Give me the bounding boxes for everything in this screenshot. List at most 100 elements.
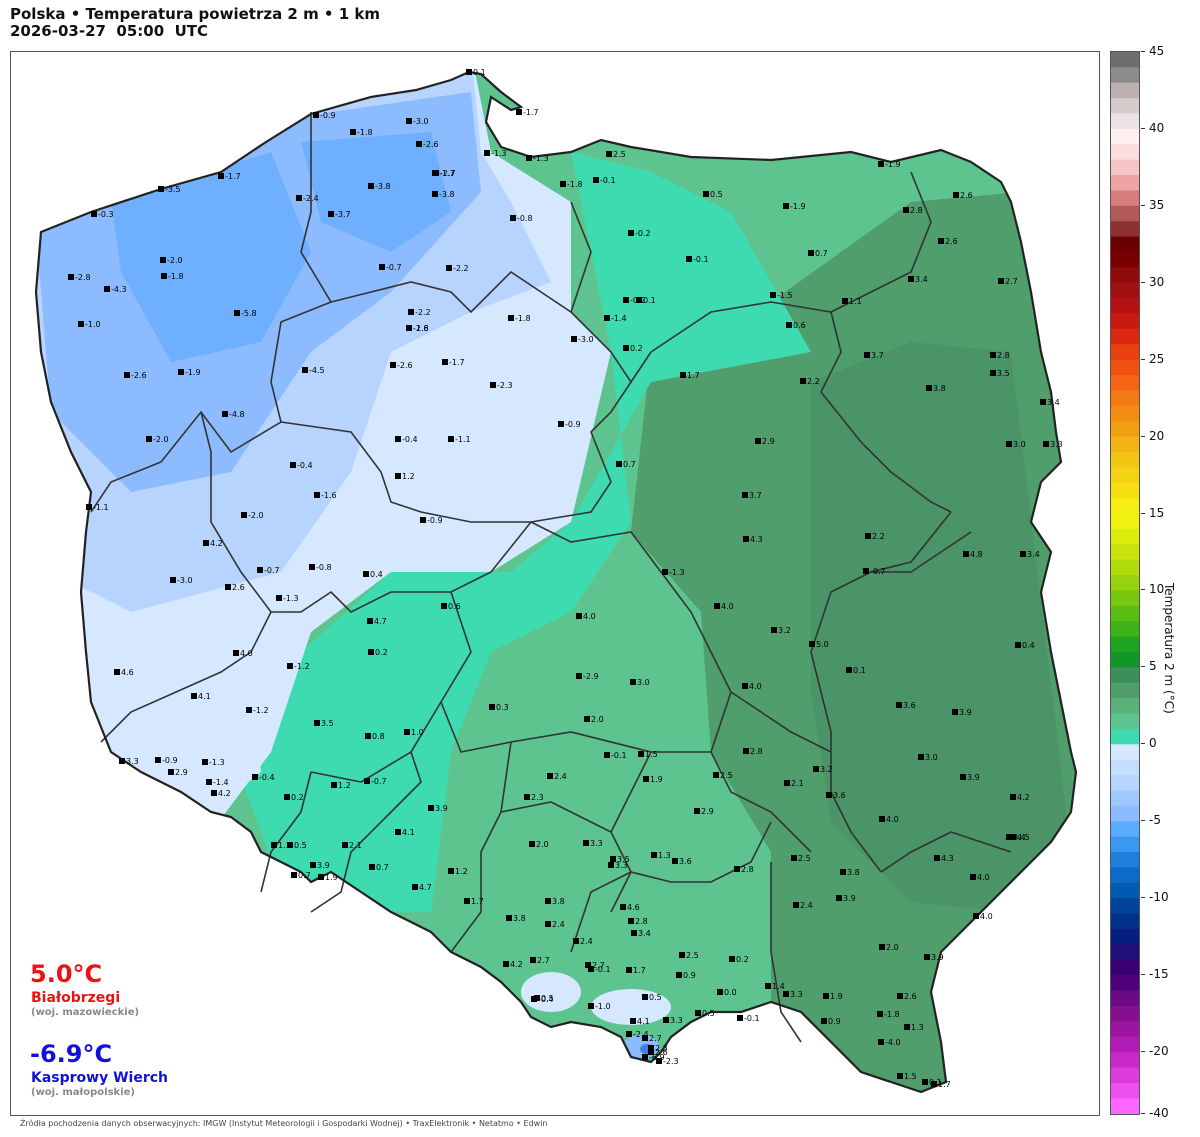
station-marker: -1.9 — [783, 202, 806, 211]
station-marker: 2.8 — [903, 206, 923, 215]
station-dot — [903, 207, 909, 213]
station-temperature-label: 3.3 — [1050, 440, 1063, 449]
station-marker: 2.3 — [648, 1044, 668, 1053]
station-marker: 0.1 — [846, 666, 866, 675]
station-dot — [489, 704, 495, 710]
colorbar-band — [1111, 867, 1139, 884]
station-dot — [938, 238, 944, 244]
station-dot — [516, 109, 522, 115]
station-marker: -1.0 — [588, 1002, 611, 1011]
station-dot — [616, 461, 622, 467]
station-temperature-label: 0.5 — [702, 1009, 715, 1018]
colorbar-tick-label: 5 — [1141, 660, 1157, 672]
station-marker: 3.0 — [918, 753, 938, 762]
station-temperature-label: -3.8 — [439, 190, 455, 199]
colorbar-band — [1111, 544, 1139, 561]
station-temperature-label: 0.9 — [683, 971, 696, 980]
station-marker: -2.0 — [241, 511, 264, 520]
station-dot — [865, 533, 871, 539]
station-marker: -2.4 — [626, 1030, 649, 1039]
colorbar-band — [1111, 236, 1139, 253]
map-title: Polska • Temperatura powietrza 2 m • 1 k… — [10, 6, 380, 40]
station-marker: 2.3 — [524, 793, 544, 802]
station-marker: -1.8 — [508, 314, 531, 323]
station-temperature-label: 2.8 — [741, 865, 754, 874]
station-temperature-label: -0.9 — [427, 516, 443, 525]
station-marker: -0.7 — [364, 777, 387, 786]
station-dot — [784, 780, 790, 786]
station-marker: 0.1 — [636, 296, 656, 305]
station-marker: 2.6 — [953, 191, 973, 200]
station-temperature-label: 2.5 — [720, 771, 733, 780]
station-dot — [648, 1045, 654, 1051]
station-marker: 3.9 — [960, 773, 980, 782]
station-temperature-label: -0.1 — [744, 1014, 760, 1023]
station-marker: 3.9 — [836, 894, 856, 903]
station-temperature-label: 3.6 — [903, 701, 916, 710]
station-marker: 0.4 — [1015, 641, 1035, 650]
colorbar-band — [1111, 359, 1139, 376]
colorbar-band — [1111, 805, 1139, 822]
station-marker: -2.6 — [416, 140, 439, 149]
station-marker: 1.9 — [643, 775, 663, 784]
station-temperature-label: 3.4 — [1047, 398, 1060, 407]
station-temperature-label: 0.2 — [375, 648, 388, 657]
station-temperature-label: 4.7 — [374, 617, 387, 626]
station-temperature-label: 0.2 — [291, 793, 304, 802]
station-marker: -0.8 — [309, 563, 332, 572]
station-temperature-label: 3.9 — [959, 708, 972, 717]
station-marker: -0.3 — [91, 210, 114, 219]
colorbar-band — [1111, 652, 1139, 668]
station-dot — [897, 993, 903, 999]
station-dot — [526, 155, 532, 161]
station-marker: 2.9 — [168, 768, 188, 777]
station-marker: 2.1 — [784, 779, 804, 788]
station-dot — [284, 794, 290, 800]
station-dot — [191, 693, 197, 699]
station-temperature-label: 1.1 — [278, 841, 291, 850]
colorbar-band — [1111, 928, 1139, 945]
station-marker: 0.6 — [441, 602, 461, 611]
station-temperature-label: 3.9 — [967, 773, 980, 782]
station-marker: -1.9 — [878, 160, 901, 169]
station-temperature-label: -4.5 — [309, 366, 325, 375]
station-marker: 0.7 — [616, 460, 636, 469]
station-marker: -3.0 — [406, 117, 429, 126]
colorbar-tick-label: 15 — [1141, 507, 1164, 519]
station-marker: -2.7 — [433, 169, 456, 178]
station-dot — [416, 141, 422, 147]
station-temperature-label: -2.6 — [397, 361, 413, 370]
colorbar-band — [1111, 621, 1139, 638]
station-marker: 2.6 — [225, 583, 245, 592]
station-dot — [840, 869, 846, 875]
colorbar-band — [1111, 498, 1139, 515]
station-dot — [234, 310, 240, 316]
station-dot — [588, 966, 594, 972]
station-marker: 3.4 — [1006, 833, 1026, 842]
station-temperature-label: 0.6 — [793, 321, 806, 330]
station-marker: 4.2 — [503, 960, 523, 969]
station-marker: 2.0 — [529, 840, 549, 849]
station-dot — [717, 989, 723, 995]
colorbar-band — [1111, 775, 1139, 791]
station-temperature-label: 2.5 — [798, 854, 811, 863]
station-dot — [252, 774, 258, 780]
colorbar-band — [1111, 52, 1139, 68]
station-marker: -0.7 — [863, 567, 886, 576]
station-marker: 0.9 — [821, 1017, 841, 1026]
station-dot — [1020, 551, 1026, 557]
colorbar-tick-label: -15 — [1141, 968, 1169, 980]
station-dot — [114, 669, 120, 675]
station-temperature-label: 0.5 — [710, 190, 723, 199]
station-marker: -2.6 — [124, 371, 147, 380]
station-temperature-label: 2.4 — [554, 772, 567, 781]
station-marker: -0.7 — [257, 566, 280, 575]
station-temperature-label: 3.9 — [435, 804, 448, 813]
station-temperature-label: 4.0 — [980, 912, 993, 921]
station-temperature-label: 0.7 — [815, 249, 828, 258]
station-dot — [998, 278, 1004, 284]
station-temperature-label: 1.0 — [411, 728, 424, 737]
station-marker: 3.9 — [310, 861, 330, 870]
station-temperature-label: -2.0 — [248, 511, 264, 520]
station-dot — [441, 603, 447, 609]
